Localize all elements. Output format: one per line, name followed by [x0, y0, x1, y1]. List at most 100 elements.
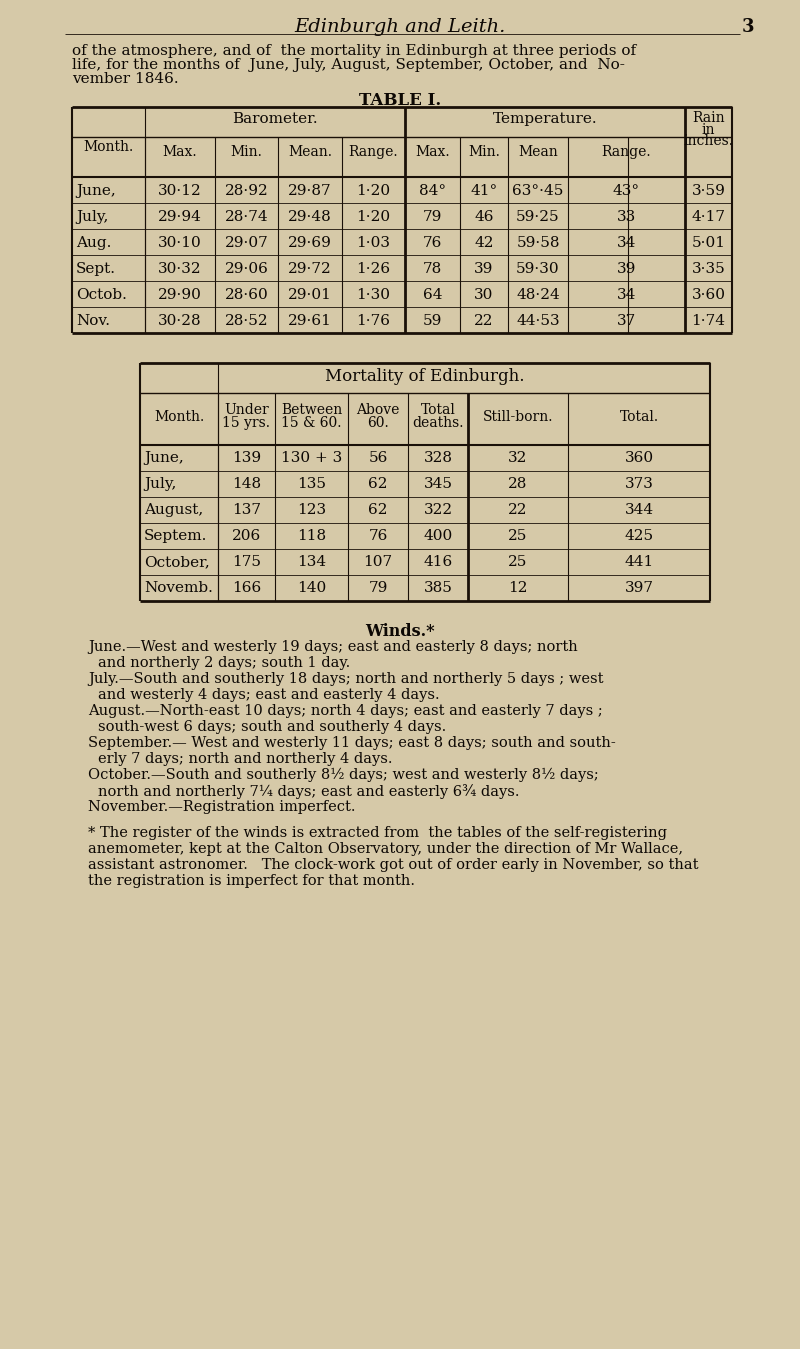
Text: August.—North-east 10 days; north 4 days; east and easterly 7 days ;: August.—North-east 10 days; north 4 days…	[88, 704, 602, 718]
Text: 206: 206	[232, 529, 261, 544]
Text: 22: 22	[508, 503, 528, 517]
Text: 3·35: 3·35	[692, 262, 726, 277]
Text: Barometer.: Barometer.	[232, 112, 318, 125]
Text: 1·20: 1·20	[357, 210, 390, 224]
Text: 29·48: 29·48	[288, 210, 332, 224]
Text: 360: 360	[625, 451, 654, 465]
Text: north and northerly 7¼ days; east and easterly 6¾ days.: north and northerly 7¼ days; east and ea…	[98, 784, 519, 799]
Text: 175: 175	[232, 554, 261, 569]
Text: October,: October,	[144, 554, 210, 569]
Text: 28·92: 28·92	[225, 183, 268, 198]
Text: 15 & 60.: 15 & 60.	[282, 415, 342, 430]
Text: 56: 56	[368, 451, 388, 465]
Text: Month.: Month.	[154, 410, 204, 424]
Text: 123: 123	[297, 503, 326, 517]
Text: 59·58: 59·58	[516, 236, 560, 250]
Text: Septem.: Septem.	[144, 529, 207, 544]
Text: TABLE I.: TABLE I.	[359, 92, 441, 109]
Text: 29·06: 29·06	[225, 262, 269, 277]
Text: 344: 344	[625, 503, 654, 517]
Text: Min.: Min.	[230, 144, 262, 159]
Text: 28: 28	[508, 478, 528, 491]
Text: 48·24: 48·24	[516, 287, 560, 302]
Text: 148: 148	[232, 478, 261, 491]
Text: 1·30: 1·30	[357, 287, 390, 302]
Text: 107: 107	[363, 554, 393, 569]
Text: 130 + 3: 130 + 3	[281, 451, 342, 465]
Text: 59: 59	[423, 314, 442, 328]
Text: 3·59: 3·59	[691, 183, 726, 198]
Text: 29·69: 29·69	[288, 236, 332, 250]
Text: 32: 32	[508, 451, 528, 465]
Text: south-west 6 days; south and southerly 4 days.: south-west 6 days; south and southerly 4…	[98, 720, 446, 734]
Text: Max.: Max.	[162, 144, 198, 159]
Text: 373: 373	[625, 478, 654, 491]
Text: 25: 25	[508, 554, 528, 569]
Text: 140: 140	[297, 581, 326, 595]
Text: Sept.: Sept.	[76, 262, 116, 277]
Text: 137: 137	[232, 503, 261, 517]
Text: Range.: Range.	[602, 144, 651, 159]
Text: 29·87: 29·87	[288, 183, 332, 198]
Text: 79: 79	[368, 581, 388, 595]
Text: 3: 3	[742, 18, 754, 36]
Text: 328: 328	[423, 451, 453, 465]
Text: 134: 134	[297, 554, 326, 569]
Text: 397: 397	[625, 581, 654, 595]
Text: 43°: 43°	[613, 183, 640, 198]
Text: Mean.: Mean.	[288, 144, 332, 159]
Text: Total.: Total.	[619, 410, 658, 424]
Text: Edinburgh and Leith.: Edinburgh and Leith.	[294, 18, 506, 36]
Text: Between: Between	[281, 403, 342, 417]
Text: 118: 118	[297, 529, 326, 544]
Text: June,: June,	[144, 451, 184, 465]
Text: Range.: Range.	[349, 144, 398, 159]
Text: 29·94: 29·94	[158, 210, 202, 224]
Text: 29·90: 29·90	[158, 287, 202, 302]
Text: 1·74: 1·74	[691, 314, 726, 328]
Text: September.— West and westerly 11 days; east 8 days; south and south-: September.— West and westerly 11 days; e…	[88, 737, 616, 750]
Text: 322: 322	[423, 503, 453, 517]
Text: July.—South and southerly 18 days; north and northerly 5 days ; west: July.—South and southerly 18 days; north…	[88, 672, 603, 687]
Text: 62: 62	[368, 503, 388, 517]
Text: 29·72: 29·72	[288, 262, 332, 277]
Text: 416: 416	[423, 554, 453, 569]
Text: 64: 64	[422, 287, 442, 302]
Text: 29·07: 29·07	[225, 236, 268, 250]
Text: Total: Total	[421, 403, 455, 417]
Text: 441: 441	[624, 554, 654, 569]
Text: November.—Registration imperfect.: November.—Registration imperfect.	[88, 800, 355, 813]
Text: 5·01: 5·01	[691, 236, 726, 250]
Text: July,: July,	[144, 478, 176, 491]
Text: Winds.*: Winds.*	[365, 623, 435, 639]
Text: 60.: 60.	[367, 415, 389, 430]
Text: 37: 37	[617, 314, 636, 328]
Text: 3·60: 3·60	[691, 287, 726, 302]
Text: 78: 78	[423, 262, 442, 277]
Text: Above: Above	[356, 403, 400, 417]
Text: erly 7 days; north and northerly 4 days.: erly 7 days; north and northerly 4 days.	[98, 751, 393, 766]
Text: Octob.: Octob.	[76, 287, 127, 302]
Text: vember 1846.: vember 1846.	[72, 71, 178, 86]
Text: 28·60: 28·60	[225, 287, 268, 302]
Text: life, for the months of  June, July, August, September, October, and  No-: life, for the months of June, July, Augu…	[72, 58, 625, 71]
Text: Mortality of Edinburgh.: Mortality of Edinburgh.	[326, 368, 525, 384]
Text: 28·52: 28·52	[225, 314, 268, 328]
Text: 30·32: 30·32	[158, 262, 202, 277]
Text: Aug.: Aug.	[76, 236, 111, 250]
Text: 63°·45: 63°·45	[512, 183, 564, 198]
Text: 79: 79	[423, 210, 442, 224]
Text: 30: 30	[474, 287, 494, 302]
Text: 1·76: 1·76	[357, 314, 390, 328]
Text: Rain: Rain	[692, 111, 725, 125]
Text: 76: 76	[368, 529, 388, 544]
Text: July,: July,	[76, 210, 108, 224]
Text: 135: 135	[297, 478, 326, 491]
Text: 166: 166	[232, 581, 261, 595]
Text: 46: 46	[474, 210, 494, 224]
Text: 44·53: 44·53	[516, 314, 560, 328]
Text: 62: 62	[368, 478, 388, 491]
Text: 4·17: 4·17	[691, 210, 726, 224]
Text: 28·74: 28·74	[225, 210, 268, 224]
Text: June.—West and westerly 19 days; east and easterly 8 days; north: June.—West and westerly 19 days; east an…	[88, 639, 578, 654]
